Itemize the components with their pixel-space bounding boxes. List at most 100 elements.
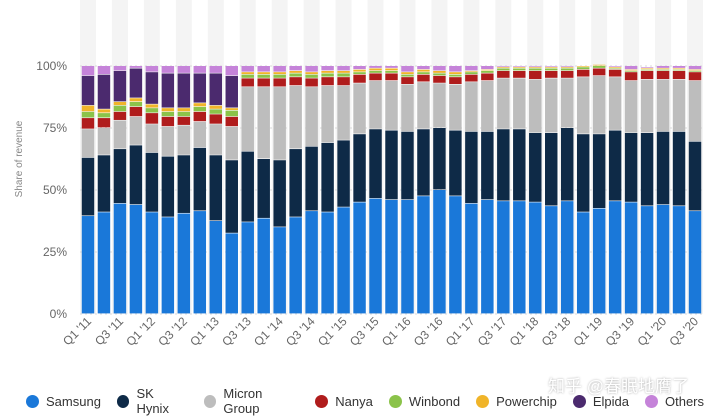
bar-nanya [672,70,686,80]
legend-item-winbond[interactable]: Winbond [388,394,460,409]
bar-sk-hynix [656,131,670,205]
x-tick-label: Q3 '15 [347,314,382,349]
bar-micron-group [481,80,494,132]
bar-powerchip [529,67,542,68]
bar-nanya [417,74,430,82]
bar-samsung [640,206,654,314]
bar-powerchip [656,68,670,70]
bar-winbond [177,111,191,117]
bar-others [305,66,318,72]
bar-sk-hynix [497,129,510,201]
bar-nanya [465,74,478,82]
bar-winbond [433,73,446,76]
bar-samsung [608,201,622,314]
bar-others [177,66,191,73]
bar-nanya [401,77,414,84]
bar-powerchip [193,103,207,107]
bar-elpida [209,73,223,106]
bar-winbond [513,68,526,71]
bar-powerchip [417,69,430,72]
bar-elpida [113,70,127,102]
bar-sk-hynix [608,130,622,201]
bar-samsung [385,199,398,314]
bar-powerchip [129,98,143,102]
legend-label: Elpida [592,393,629,409]
legend-label: Micron Group [223,386,263,416]
bar-samsung [592,208,606,314]
bar-micron-group [385,80,398,130]
bar-winbond [481,70,494,73]
bar-nanya [113,111,127,120]
bar-micron-group [449,84,462,130]
x-tick-label: Q3 '19 [603,314,638,349]
bar-powerchip [145,104,159,108]
legend-item-powerchip[interactable]: Powerchip [476,394,557,409]
bar-micron-group [305,87,318,146]
bar-nanya [337,77,350,86]
bar-sk-hynix [640,132,654,206]
bar-nanya [529,70,542,80]
legend-item-elpida[interactable]: Elpida [572,393,629,409]
bar-others [145,66,159,72]
bar-samsung [257,218,270,314]
legend-item-nanya[interactable]: Nanya [315,394,373,409]
bar-samsung [545,206,558,314]
bar-others [241,66,254,72]
bar-samsung [465,203,478,314]
legend-item-others[interactable]: Others [644,394,704,409]
bar-winbond [449,74,462,77]
bar-winbond [241,74,254,78]
bar-micron-group [321,85,334,143]
bar-nanya [225,116,238,127]
x-tick-label: Q3 '11 [92,314,126,348]
bar-powerchip [481,69,494,71]
bar-nanya [608,69,622,77]
bar-powerchip [545,67,558,68]
bar-elpida [97,74,111,109]
legend-dot [26,394,39,408]
bar-nanya [433,75,446,83]
bar-others [209,66,223,73]
legend-item-micron-group[interactable]: Micron Group [203,386,299,416]
bar-sk-hynix [193,147,207,211]
y-tick-label: 0% [50,307,68,321]
legend-item-sk-hynix[interactable]: SK Hynix [116,386,188,416]
bar-powerchip [225,108,238,111]
bar-sk-hynix [337,140,350,207]
bar-powerchip [161,108,175,112]
bar-micron-group [417,82,430,129]
legend-item-samsung[interactable]: Samsung [26,394,101,409]
bar-powerchip [273,72,286,75]
bar-samsung [129,204,143,314]
bar-sk-hynix [481,131,494,200]
bar-nanya [129,106,143,117]
bar-others [321,66,334,71]
bar-powerchip [369,68,382,71]
bar-elpida [161,73,175,108]
bar-sk-hynix [241,151,254,222]
bar-micron-group [337,85,350,140]
bar-others [129,66,143,68]
bar-others [497,66,510,67]
bar-samsung [401,199,414,314]
bar-samsung [497,201,510,314]
bar-others [81,66,95,76]
bar-others [113,66,127,71]
bar-samsung [560,201,574,314]
bar-nanya [656,70,670,80]
bar-others [401,66,414,72]
bar-winbond [273,74,286,78]
bar-sk-hynix [417,129,430,196]
bar-powerchip [449,72,462,75]
bar-powerchip [672,68,686,70]
bar-nanya [369,73,382,81]
bar-powerchip [401,72,414,75]
bar-nanya [257,78,270,87]
bar-winbond [545,68,558,71]
bar-samsung [353,202,366,314]
x-tick-label: Q1 '15 [315,314,350,349]
bar-sk-hynix [305,146,318,211]
x-tick-label: Q1 '19 [571,314,606,349]
bar-nanya [209,114,223,124]
bar-others [672,66,686,68]
